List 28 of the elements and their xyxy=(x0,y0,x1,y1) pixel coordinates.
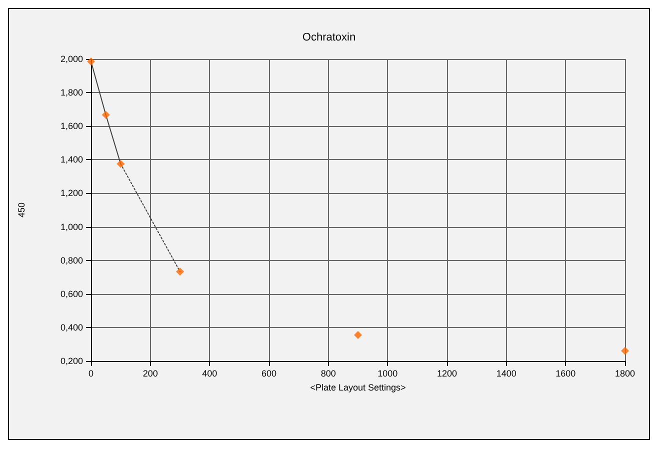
x-tick-label: 200 xyxy=(142,368,158,378)
point xyxy=(354,330,362,339)
point xyxy=(176,268,184,276)
point xyxy=(621,346,629,355)
x-tick-label: 600 xyxy=(261,368,277,378)
y-tick-label: 0,400 xyxy=(60,322,83,332)
y-tick-label: 2,000 xyxy=(60,54,83,64)
x-tick-label: 1200 xyxy=(436,368,458,378)
x-tick-label: 1000 xyxy=(378,368,398,378)
x-tick-label: 1400 xyxy=(496,368,516,378)
y-tick-label: 1,000 xyxy=(60,222,83,232)
point xyxy=(102,110,110,119)
x-tick-label: 800 xyxy=(320,368,336,378)
y-tick-label: 1,200 xyxy=(60,188,83,198)
point xyxy=(116,160,125,168)
y-tick-label: 1,400 xyxy=(60,154,83,165)
y-tick-label: 0,200 xyxy=(60,356,83,366)
y-tick-label: 0,800 xyxy=(60,255,83,266)
x-tick-label: 0 xyxy=(88,368,94,378)
y-tick-label: 1,800 xyxy=(60,88,83,98)
x-tick-label: 1800 xyxy=(614,368,636,378)
chart-title: Ochratoxin xyxy=(302,32,356,44)
x-tick-label: 1600 xyxy=(556,368,576,378)
x-tick-label: 400 xyxy=(202,368,218,378)
y-tick-label: 0,600 xyxy=(60,288,83,299)
y-axis-title: 450 xyxy=(16,202,26,218)
x-axis-title: <Plate Layout Settings> xyxy=(310,382,406,392)
y-tick-label: 1,600 xyxy=(60,121,83,132)
